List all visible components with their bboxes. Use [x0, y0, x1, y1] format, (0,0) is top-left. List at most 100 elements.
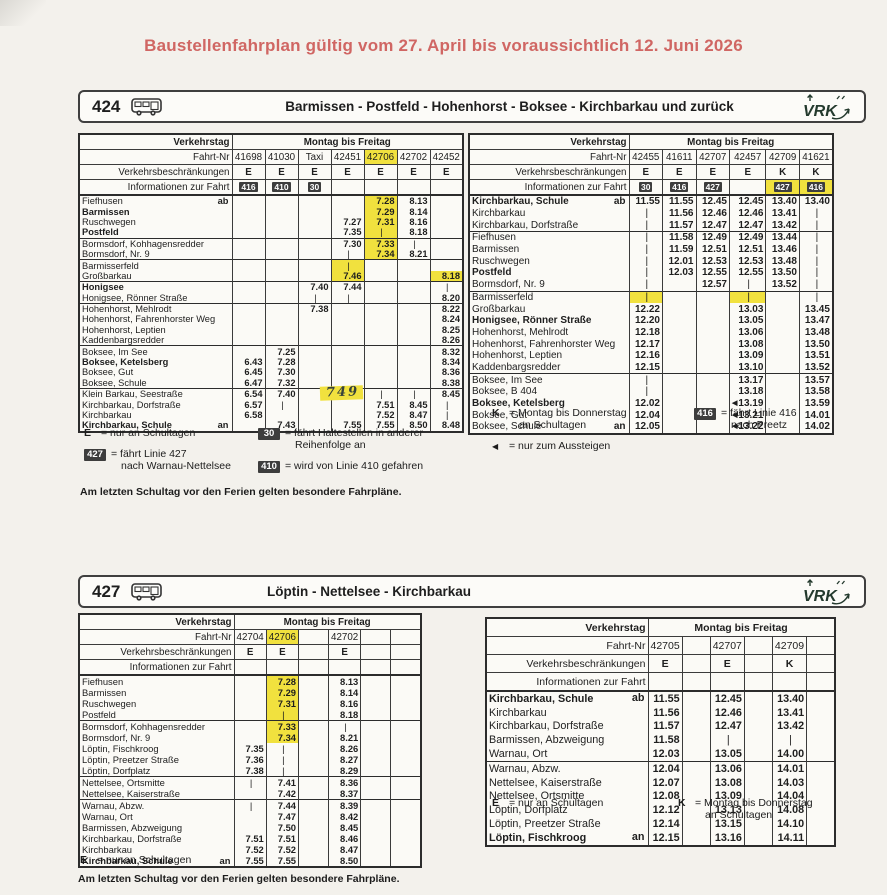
line-note-badge: 416 [239, 181, 258, 192]
station-row: Boksee, Schule an 12.05 ◀13.22 14.02 [468, 421, 834, 434]
legend-note: 410 = wird von Linie 410 gefahren [258, 460, 473, 473]
time-cell: 8.46 [327, 833, 362, 844]
legend-427-right-a: E = nur an Schultagen [492, 797, 667, 818]
verkehrstag-label: Verkehrstag [468, 133, 630, 150]
restriction-cell: E [429, 164, 464, 180]
time-cell: 7.35 [233, 743, 267, 754]
station-cell: Ruschwegen [78, 698, 235, 709]
time-cell: | [429, 281, 464, 293]
trip-info-cell [330, 179, 365, 196]
time-cell [765, 338, 800, 350]
station-row: Honigsee, Rönner Straße | | 8.20 [78, 292, 464, 304]
trip-info-cell: 416 [231, 179, 266, 196]
station-name: Barmissen [82, 687, 127, 698]
time-cell [264, 216, 299, 228]
trip-info-cell [363, 179, 398, 196]
trip-info-label: Informationen zur Fahrt [485, 672, 649, 692]
time-cell [390, 855, 422, 867]
time-cell: | [429, 399, 464, 410]
svg-text:VRK: VRK [803, 588, 838, 605]
station-row: Barmissen 7.29 8.14 [78, 206, 464, 217]
legend-424-left-b: 30 = fährt Haltestellen in anderer Reihen… [258, 427, 473, 482]
time-cell: 13.05 [728, 314, 767, 327]
time-cell: 12.47 [695, 219, 730, 232]
line-note-badge: 30 [258, 428, 280, 440]
time-cell [396, 270, 431, 282]
restriction-cell: E [662, 164, 697, 180]
station-row: Kirchbarkau | 11.56 12.46 12.46 13.41 | [468, 207, 834, 220]
restrictions-label: Verkehrsbeschränkungen [485, 654, 649, 673]
time-cell [765, 349, 800, 362]
time-cell: 7.25 [264, 345, 299, 357]
trip-info-cell: 416 [798, 179, 834, 196]
time-cell: 14.02 [798, 421, 834, 434]
time-cell: | [265, 765, 300, 777]
trip-number-cell: 42705 [647, 636, 683, 655]
line-number-427: 427 [92, 581, 121, 601]
time-cell [695, 303, 730, 315]
time-cell [233, 788, 267, 800]
line-note-badge: 416 [694, 408, 716, 420]
trip-number-row: Fahrt-Nr 42455 41611 42707 42457 42709 41621 [468, 149, 834, 165]
time-cell [264, 227, 299, 239]
legend-text: = fährt Haltestellen in anderer Reihenfol… [285, 427, 424, 451]
station-cell: Hohenhorst, Mehlrodt [78, 302, 233, 315]
station-cell: Löptin, Dorfplatz [485, 803, 649, 818]
time-cell [298, 720, 329, 732]
time-cell [765, 373, 800, 386]
station-row: Löptin, Fischkroog an 12.15 13.16 14.11 [485, 830, 836, 846]
route-header-427: 427 Löptin - Nettelsee - Kirchbarkau VRK [78, 575, 866, 608]
legend-424-right-b: 416 = fährt Linie 416 nach Preetz [694, 407, 864, 440]
trip-info-cell [681, 672, 711, 692]
time-cell [264, 206, 299, 217]
time-cell: 13.47 [798, 314, 834, 327]
station-row: Boksee, Schule 6.47 7.32 8.38 [78, 377, 464, 389]
station-name: Ruschwegen [472, 255, 530, 267]
time-cell: 13.52 [798, 361, 834, 374]
time-cell: 7.34 [265, 732, 300, 743]
legend-text: = wird von Linie 410 gefahren [285, 460, 424, 472]
restrictions-row: Verkehrsbeschränkungen E E E E E E E [78, 164, 464, 180]
legend-424-right-a: K = Montag bis Donnerstag an Schultagen ◀… [492, 407, 687, 461]
time-cell: 12.17 [628, 338, 663, 350]
time-cell: 13.41 [771, 705, 808, 720]
time-cell: 8.27 [327, 754, 362, 765]
station-row: Boksee, Gut 6.45 7.30 8.36 [78, 367, 464, 378]
service-days-label: Montag bis Freitag [628, 133, 834, 150]
legend-text: = nur an Schultagen [509, 797, 604, 809]
station-row: Bormsdorf, Nr. 9 | 12.57 | 13.52 | [468, 278, 834, 291]
time-cell: 12.03 [662, 267, 697, 279]
station-cell: Ruschwegen [468, 255, 630, 268]
time-cell: 13.40 [798, 194, 834, 208]
trip-info-cell [327, 659, 362, 676]
station-cell: Barmissen [78, 687, 235, 698]
time-cell: 7.47 [265, 811, 300, 822]
time-cell: | [771, 733, 808, 748]
verkehrstag-row: Verkehrstag Montag bis Freitag [78, 613, 422, 630]
restriction-cell: E [363, 164, 398, 180]
time-cell: 13.13 [709, 803, 745, 818]
station-row: Bormsdorf, Kohhagensredder 7.30 7.33 | [78, 237, 464, 249]
time-cell [695, 386, 730, 398]
restriction-cell: E [327, 644, 362, 660]
station-row: Fiefhusen 7.28 8.13 [78, 674, 422, 687]
station-row: Barmissen 7.29 8.14 [78, 687, 422, 698]
time-cell [297, 399, 332, 410]
legend-text: = Montag bis Donnerstag an Schultagen [695, 797, 813, 821]
time-cell: 13.09 [709, 789, 745, 804]
route-title-427: Löptin - Nettelsee - Kirchbarkau [267, 584, 472, 599]
station-cell: Fiefhusen [78, 674, 235, 687]
time-cell [396, 281, 431, 293]
station-cell: Postfeld [468, 267, 630, 279]
time-cell [390, 687, 422, 698]
station-cell: Nettelsee, Kaiserstraße [485, 775, 649, 790]
footnote-424: Am letzten Schultag vor den Ferien gelte… [80, 486, 402, 498]
time-cell [806, 830, 836, 846]
time-cell: 11.56 [647, 705, 683, 720]
time-cell: 12.12 [647, 803, 683, 818]
station-name: Boksee, Gut [82, 367, 134, 378]
time-cell: 12.51 [728, 243, 767, 256]
time-cell [695, 290, 730, 304]
time-cell [360, 776, 392, 788]
